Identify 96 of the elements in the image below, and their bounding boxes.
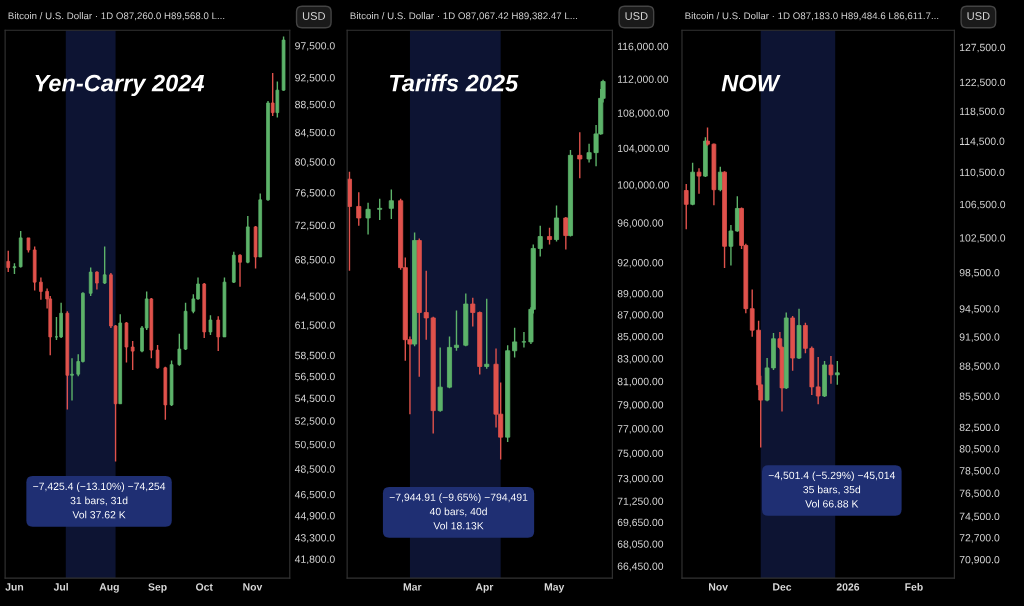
y-tick-label: 88,500.0 — [959, 362, 1000, 372]
x-tick-label: Oct — [195, 583, 213, 591]
y-tick-label: 68,500.0 — [295, 256, 335, 265]
x-tick-label: Jun — [5, 583, 24, 591]
y-tick-label: 44,900.0 — [294, 512, 335, 521]
candlestick — [577, 131, 583, 179]
y-tick-label: 91,500.0 — [959, 333, 1000, 342]
y-tick-label: 87,000.00 — [617, 311, 664, 320]
y-tick-label: 52,500.0 — [295, 417, 335, 426]
y-tick-label: 104,000.00 — [618, 144, 669, 154]
y-tick-label: 76,500.0 — [959, 489, 1000, 499]
y-tick-label: 98,500.0 — [959, 268, 1000, 278]
x-tick-label: Aug — [99, 583, 119, 593]
y-tick-label: 48,500.0 — [294, 465, 335, 474]
text: Tariffs 2025 — [389, 74, 519, 92]
y-tick-label: 102,500.0 — [960, 234, 1006, 243]
y-tick-label: 66,450.00 — [617, 562, 664, 572]
y-tick-label: 79,000.00 — [617, 401, 664, 410]
y-tick-label: 116,000.00 — [618, 42, 669, 52]
y-tick-label: 70,900.0 — [959, 555, 1000, 565]
y-tick-label: 78,500.0 — [959, 467, 1000, 476]
chart-subtitle: Bitcoin / U.S. Dollar · 1D O87,260.0 H89,568.0 L... — [8, 12, 225, 21]
annotation: −7,944.91 (−9.65%) −794,491 40 bars, 40d Vol 18.13K — [389, 493, 528, 530]
y-tick-label: 56,500.0 — [295, 372, 335, 382]
candlestick — [208, 314, 213, 336]
y-tick-label: 83,000.00 — [617, 355, 664, 364]
x-tick-label: Sep — [148, 583, 167, 593]
y-tick-label: 71,250.00 — [617, 497, 664, 507]
x-tick-label: Feb — [905, 582, 923, 591]
text: USD — [625, 12, 648, 20]
y-tick-label: 72,700.0 — [959, 534, 1000, 543]
candlestick — [828, 355, 834, 385]
y-tick-label: 94,500.0 — [959, 305, 1000, 314]
x-tick-label: May — [544, 583, 565, 593]
y-tick-label: 46,500.0 — [294, 490, 335, 500]
y-tick-label: 80,500.0 — [959, 445, 1000, 454]
candlestick — [130, 340, 135, 371]
y-tick-label: 64,500.0 — [295, 292, 335, 302]
x-tick-label: Nov — [709, 583, 728, 591]
y-tick-label: 80,500.0 — [295, 158, 335, 167]
candlestick — [696, 167, 702, 195]
candlestick — [222, 276, 227, 338]
x-tick-label: Nov — [243, 583, 263, 591]
y-tick-label: 82,500.0 — [959, 423, 1000, 433]
y-tick-label: 75,000.00 — [617, 449, 664, 459]
y-tick-label: 118,500.0 — [960, 107, 1005, 117]
x-tick-label: 2026 — [836, 583, 860, 591]
text: USD — [967, 12, 990, 20]
y-tick-label: 69,650.00 — [617, 518, 664, 528]
y-tick-label: 74,500.0 — [959, 512, 1000, 522]
y-tick-label: 88,500.0 — [295, 100, 335, 110]
y-tick-label: 127,500.0 — [960, 43, 1006, 53]
x-tick-label: Apr — [475, 583, 494, 593]
y-tick-label: 85,000.00 — [617, 332, 664, 342]
y-tick-label: 41,800.0 — [294, 555, 335, 565]
candlestick — [356, 191, 362, 227]
y-tick-label: 114,500.0 — [960, 137, 1005, 147]
y-tick-label: 50,500.0 — [295, 440, 335, 450]
candlestick — [834, 360, 840, 386]
candlestick — [463, 292, 469, 348]
y-tick-label: 100,000.00 — [618, 181, 669, 190]
y-tick-label: 92,500.0 — [295, 74, 335, 83]
y-tick-label: 81,000.00 — [617, 377, 664, 387]
y-tick-label: 72,500.0 — [295, 221, 335, 231]
y-tick-label: 97,500.0 — [295, 42, 335, 51]
y-tick-label: 112,000.00 — [618, 75, 669, 85]
y-tick-label: 110,500.0 — [960, 168, 1005, 178]
candlestick — [102, 245, 107, 285]
y-tick-label: 85,500.0 — [959, 392, 1000, 402]
y-tick-label: 43,300.0 — [294, 534, 335, 543]
x-tick-label: Dec — [773, 583, 792, 591]
y-tick-label: 73,000.00 — [617, 474, 664, 484]
annotation: −7,425.4 (−13.10%) −74,254 31 bars, 31d Vol 37.62 K — [33, 482, 166, 519]
text: USD — [302, 12, 326, 20]
y-tick-label: 108,000.00 — [618, 109, 669, 119]
y-tick-label: 106,500.0 — [960, 200, 1006, 210]
y-tick-label: 68,050.00 — [617, 540, 664, 550]
y-tick-label: 58,500.0 — [295, 351, 335, 361]
x-tick-label: Jul — [53, 582, 68, 591]
y-tick-label: 92,000.00 — [617, 259, 664, 268]
annotation: −4,501.4 (−5.29%) −45,014 35 bars, 35d Vol 66.88 K — [768, 471, 896, 508]
y-tick-label: 77,000.00 — [617, 425, 664, 434]
chart-subtitle: Bitcoin / U.S. Dollar · 1D O87,183.0 H89,484.6 L86,611.7... — [685, 12, 939, 21]
y-tick-label: 89,000.00 — [617, 289, 664, 299]
y-tick-label: 96,000.00 — [617, 219, 664, 228]
y-tick-label: 54,500.0 — [295, 394, 335, 404]
x-tick-label: Mar — [403, 583, 422, 591]
chart-subtitle: Bitcoin / U.S. Dollar · 1D O87,067.42 H89,382.47 L... — [350, 12, 577, 21]
y-tick-label: 76,500.0 — [295, 189, 335, 198]
text: Yen-Carry 2024 — [35, 74, 205, 97]
y-tick-label: 84,500.0 — [295, 128, 335, 138]
text: NOW — [721, 74, 781, 92]
candlestick — [124, 321, 129, 364]
y-tick-label: 122,500.0 — [960, 78, 1006, 88]
candlestick — [377, 198, 383, 221]
y-tick-label: 61,500.0 — [295, 321, 335, 331]
